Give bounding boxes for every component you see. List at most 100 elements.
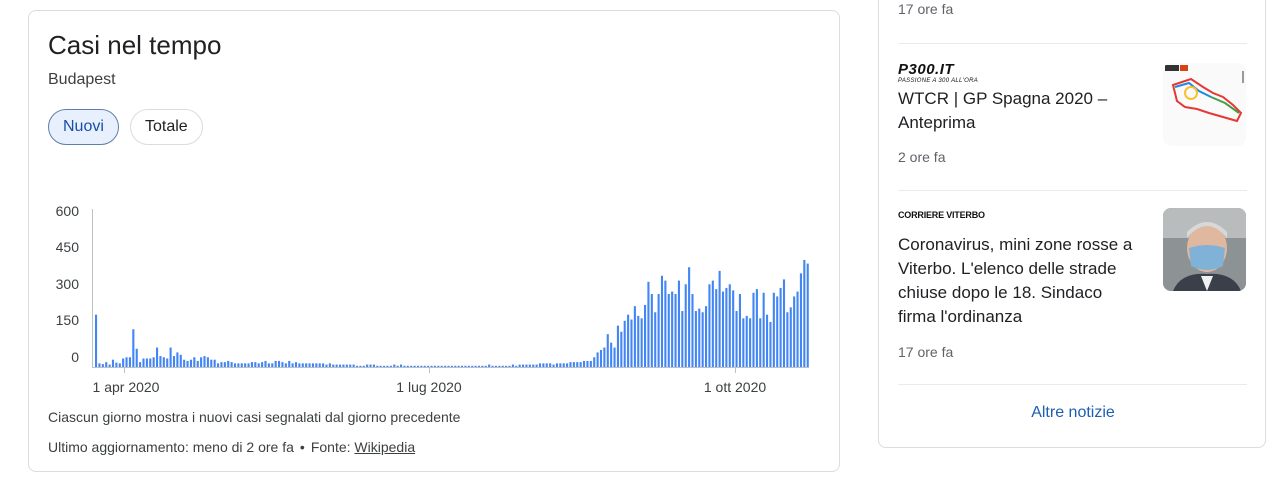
y-tick-label: 150 [56, 312, 80, 328]
tab-nuovi[interactable]: Nuovi [48, 109, 119, 145]
bar [474, 365, 477, 367]
y-tick-label: 0 [71, 349, 79, 365]
bar [122, 358, 125, 367]
bar [501, 365, 504, 367]
cases-card: Casi nel tempo Budapest Nuovi Totale 600… [28, 10, 840, 472]
news-photo-thumbnail[interactable] [1163, 208, 1246, 291]
tab-totale[interactable]: Totale [130, 109, 203, 145]
bar [515, 365, 518, 367]
bar [549, 363, 552, 367]
bar [149, 358, 152, 367]
source-logo-corriere: CORRIERE VITERBO [898, 210, 985, 220]
bar [447, 365, 450, 367]
bar [749, 318, 752, 367]
bar [715, 289, 718, 367]
bar [766, 314, 769, 367]
bar [532, 364, 535, 367]
bar [610, 342, 613, 367]
bar [179, 354, 182, 367]
bar [796, 291, 799, 367]
news-headline[interactable]: WTCR | GP Spagna 2020 – Anteprima [898, 89, 1108, 132]
bar [430, 365, 433, 367]
bar [732, 290, 735, 367]
bar [664, 280, 667, 367]
bar [420, 365, 423, 367]
bar [254, 362, 257, 367]
bar [328, 363, 331, 367]
bar [193, 357, 196, 367]
bar [349, 364, 352, 367]
bar [372, 364, 375, 367]
bar [647, 281, 650, 367]
card-title: Casi nel tempo [48, 30, 222, 60]
bar [427, 365, 430, 367]
bar [203, 356, 206, 367]
bar [332, 364, 335, 367]
news-headline[interactable]: Coronavirus, mini zone rosse a Viterbo. … [898, 235, 1133, 326]
bar [301, 363, 304, 367]
bar [250, 362, 253, 367]
bar [288, 360, 291, 367]
bar [677, 280, 680, 367]
bar [654, 312, 657, 367]
bar [806, 263, 809, 367]
bar [400, 364, 403, 367]
bar [535, 364, 538, 367]
bar [355, 365, 359, 367]
last-updated: Ultimo aggiornamento: meno di 2 ore fa [48, 439, 294, 455]
bar [376, 365, 379, 367]
more-news-link[interactable]: Altre notizie [1031, 404, 1115, 421]
bar [101, 364, 104, 367]
bar [437, 365, 440, 367]
bar [576, 362, 579, 367]
bar [528, 364, 531, 367]
bar [464, 365, 467, 367]
bar [335, 364, 338, 367]
source-link[interactable]: Wikipedia [354, 439, 416, 455]
bar [217, 363, 220, 367]
bar [599, 349, 603, 367]
bar [491, 365, 494, 367]
bar [176, 352, 179, 367]
bar [477, 365, 481, 367]
bar [630, 319, 633, 367]
bar [522, 364, 525, 367]
bar [257, 363, 260, 367]
bar [738, 294, 741, 367]
x-tick-label: 1 ott 2020 [704, 379, 766, 395]
bar [681, 311, 684, 367]
bar [423, 365, 426, 367]
bar [688, 267, 691, 367]
bar [294, 362, 298, 367]
source-prefix: Fonte: [310, 439, 351, 455]
bar [305, 363, 308, 367]
bar [627, 314, 630, 367]
bar [776, 296, 779, 367]
bar [128, 357, 131, 367]
bar [240, 363, 243, 367]
bar [183, 359, 186, 367]
track-map-thumbnail[interactable] [1163, 63, 1246, 146]
bar [728, 284, 731, 367]
bar [552, 364, 555, 367]
bar [705, 306, 708, 367]
bar [369, 364, 372, 367]
bar [244, 363, 247, 367]
bar [159, 356, 162, 367]
bar [379, 365, 382, 367]
x-tick-label: 1 apr 2020 [93, 379, 160, 395]
news-time: 17 ore fa [898, 1, 954, 17]
bar [572, 362, 575, 367]
bar [786, 312, 789, 367]
bar [267, 363, 270, 367]
x-tick-label: 1 lug 2020 [396, 379, 462, 395]
bar [172, 356, 176, 367]
bar [637, 315, 640, 367]
bar [196, 360, 199, 367]
person-photo-icon [1163, 208, 1246, 291]
bar [718, 270, 721, 367]
bar [345, 364, 348, 367]
bar [200, 357, 203, 367]
bar [759, 318, 762, 367]
bar [227, 360, 230, 367]
